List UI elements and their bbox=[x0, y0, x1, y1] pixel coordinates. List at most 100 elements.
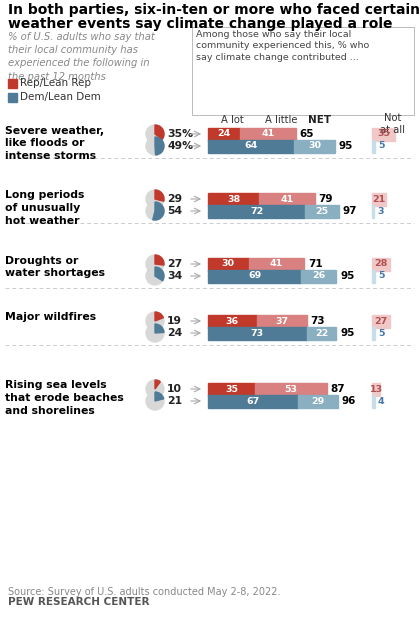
Text: 3: 3 bbox=[377, 207, 383, 215]
Text: Rep/Lean Rep: Rep/Lean Rep bbox=[20, 78, 91, 88]
Bar bbox=[208, 394, 299, 407]
Bar bbox=[249, 257, 304, 270]
Text: 10: 10 bbox=[167, 384, 182, 394]
Bar bbox=[307, 326, 336, 339]
Text: Source: Survey of U.S. adults conducted May 2-8, 2022.: Source: Survey of U.S. adults conducted … bbox=[8, 587, 281, 597]
Bar bbox=[208, 204, 305, 218]
Bar bbox=[208, 270, 301, 283]
Text: 21: 21 bbox=[372, 194, 386, 204]
Wedge shape bbox=[155, 137, 164, 155]
Text: 95: 95 bbox=[339, 141, 353, 151]
Bar bbox=[8, 78, 17, 88]
Text: 36: 36 bbox=[226, 317, 239, 326]
Text: 37: 37 bbox=[275, 317, 288, 326]
Text: 95: 95 bbox=[340, 271, 354, 281]
Text: Rising sea levels
that erode beaches
and shorelines: Rising sea levels that erode beaches and… bbox=[5, 381, 124, 416]
Text: 27: 27 bbox=[167, 259, 182, 269]
Bar bbox=[372, 139, 375, 152]
Bar bbox=[8, 93, 17, 102]
Text: PEW RESEARCH CENTER: PEW RESEARCH CENTER bbox=[8, 597, 150, 607]
Circle shape bbox=[146, 380, 164, 398]
Text: 53: 53 bbox=[284, 384, 297, 394]
Wedge shape bbox=[153, 202, 164, 220]
Text: weather events say climate change played a role: weather events say climate change played… bbox=[8, 17, 393, 31]
Bar bbox=[372, 394, 375, 407]
Text: Major wildfires: Major wildfires bbox=[5, 312, 96, 323]
Text: 24: 24 bbox=[167, 328, 182, 338]
Wedge shape bbox=[155, 324, 164, 333]
Text: A lot: A lot bbox=[220, 115, 243, 125]
Text: 30: 30 bbox=[222, 260, 235, 268]
Wedge shape bbox=[155, 312, 163, 321]
Bar bbox=[294, 139, 335, 152]
Text: 5: 5 bbox=[378, 328, 385, 337]
Circle shape bbox=[146, 255, 164, 273]
Text: 54: 54 bbox=[167, 206, 182, 216]
Circle shape bbox=[146, 392, 164, 410]
Bar bbox=[208, 128, 240, 141]
Circle shape bbox=[146, 125, 164, 143]
Circle shape bbox=[146, 324, 164, 342]
Wedge shape bbox=[155, 380, 160, 389]
Text: 67: 67 bbox=[247, 397, 260, 405]
Bar bbox=[372, 383, 381, 395]
Text: Severe weather,
like floods or
intense storms: Severe weather, like floods or intense s… bbox=[5, 125, 104, 161]
Text: Droughts or
water shortages: Droughts or water shortages bbox=[5, 255, 105, 278]
Text: A little: A little bbox=[265, 115, 297, 125]
Text: 71: 71 bbox=[308, 259, 323, 269]
Text: Dem/Lean Dem: Dem/Lean Dem bbox=[20, 92, 101, 102]
Text: 29: 29 bbox=[167, 194, 182, 204]
Bar bbox=[259, 193, 315, 205]
Bar bbox=[240, 128, 296, 141]
Text: 35%: 35% bbox=[167, 129, 193, 139]
Text: 69: 69 bbox=[248, 271, 261, 281]
Text: 41: 41 bbox=[281, 194, 294, 204]
Text: 97: 97 bbox=[343, 206, 357, 216]
Text: 79: 79 bbox=[319, 194, 333, 204]
Circle shape bbox=[146, 202, 164, 220]
Text: 65: 65 bbox=[300, 129, 314, 139]
Circle shape bbox=[146, 190, 164, 208]
FancyBboxPatch shape bbox=[192, 27, 414, 115]
Wedge shape bbox=[155, 255, 164, 265]
Text: In both parties, six-in-ten or more who faced certain: In both parties, six-in-ten or more who … bbox=[8, 3, 420, 17]
Text: 30: 30 bbox=[308, 141, 321, 151]
Wedge shape bbox=[155, 392, 164, 401]
Bar bbox=[305, 204, 339, 218]
Text: 35: 35 bbox=[225, 384, 238, 394]
Text: Long periods
of unusually
hot weather: Long periods of unusually hot weather bbox=[5, 191, 84, 226]
Text: 72: 72 bbox=[250, 207, 263, 215]
Text: 29: 29 bbox=[311, 397, 325, 405]
Bar bbox=[208, 315, 257, 328]
Text: 41: 41 bbox=[270, 260, 283, 268]
Text: NET: NET bbox=[308, 115, 331, 125]
Text: 35: 35 bbox=[377, 130, 390, 138]
Text: 34: 34 bbox=[167, 271, 182, 281]
Bar bbox=[372, 204, 374, 218]
Text: 27: 27 bbox=[374, 317, 387, 326]
Bar bbox=[257, 315, 307, 328]
Bar bbox=[208, 193, 259, 205]
Text: 96: 96 bbox=[341, 396, 356, 406]
Wedge shape bbox=[155, 267, 164, 281]
Text: 87: 87 bbox=[331, 384, 345, 394]
Text: 26: 26 bbox=[312, 271, 326, 281]
Text: 24: 24 bbox=[218, 130, 231, 138]
Bar bbox=[372, 326, 375, 339]
Text: 5: 5 bbox=[378, 141, 385, 151]
Wedge shape bbox=[155, 125, 164, 139]
Text: 95: 95 bbox=[340, 328, 354, 338]
Bar bbox=[372, 257, 390, 270]
Text: 64: 64 bbox=[244, 141, 258, 151]
Wedge shape bbox=[155, 190, 164, 201]
Bar bbox=[208, 257, 249, 270]
Text: 25: 25 bbox=[315, 207, 328, 215]
Bar bbox=[208, 383, 255, 395]
Bar bbox=[372, 193, 386, 205]
Text: 41: 41 bbox=[261, 130, 275, 138]
Text: 21: 21 bbox=[167, 396, 182, 406]
Text: % of U.S. adults who say that
their local community has
experienced the followin: % of U.S. adults who say that their loca… bbox=[8, 32, 155, 81]
Bar bbox=[372, 315, 390, 328]
Circle shape bbox=[146, 312, 164, 330]
Text: Among those who say their local
community experienced this, % who
say climate ch: Among those who say their local communit… bbox=[196, 30, 369, 62]
